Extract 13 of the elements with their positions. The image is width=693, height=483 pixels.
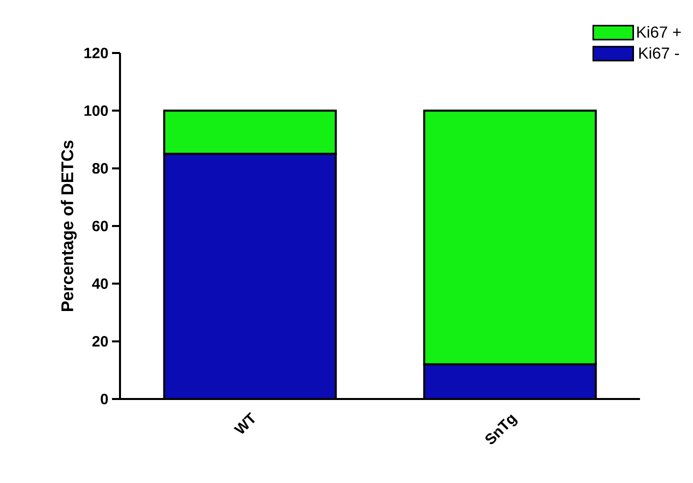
bar: [164, 154, 336, 399]
bar: [423, 363, 597, 399]
y-tick-label: 120: [84, 48, 108, 58]
y-tick-label: 20: [92, 336, 108, 347]
y-tick-label: 0: [100, 394, 108, 404]
y-tick-label: 40: [92, 278, 108, 289]
y-tick-label: 80: [92, 163, 108, 174]
y-tick-label: 100: [84, 105, 108, 116]
legend-label: Ki67 +: [637, 26, 681, 38]
x-tick-label: WT: [234, 412, 255, 434]
y-tick-label: 60: [92, 220, 108, 232]
y-axis-title: Percentage of DETCs: [60, 140, 77, 311]
legend-label: Ki67 -: [639, 47, 679, 59]
